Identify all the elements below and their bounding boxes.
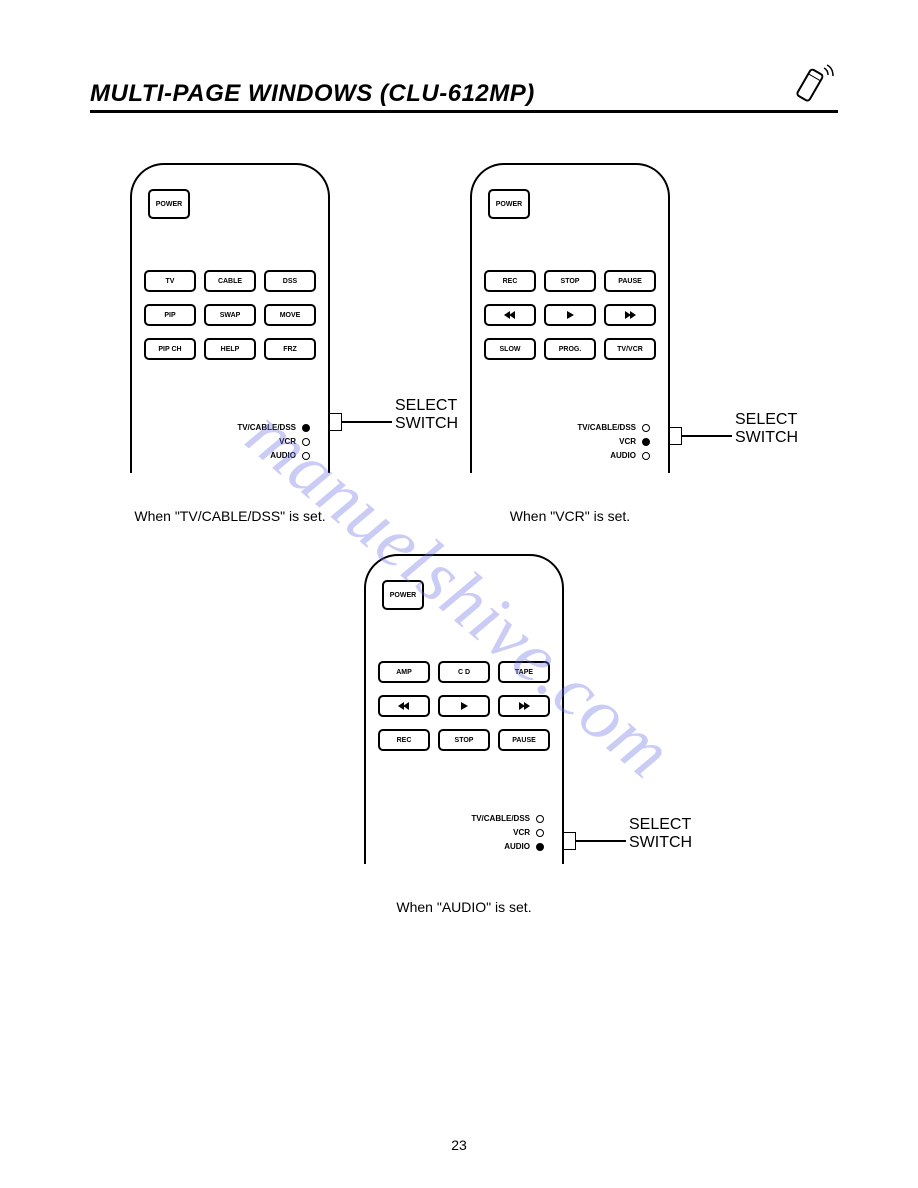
switch-label: VCR xyxy=(619,435,636,449)
dot-icon xyxy=(536,815,544,823)
callout-line xyxy=(576,840,626,842)
dot-icon xyxy=(536,843,544,851)
btn-cd: C D xyxy=(438,661,490,683)
dot-icon xyxy=(536,829,544,837)
page-title: MULTI-PAGE WINDOWS (CLU-612MP) xyxy=(90,80,535,108)
button-grid: REC STOP PAUSE SLOW PROG. TV/VCR xyxy=(484,270,656,360)
dot-icon xyxy=(302,452,310,460)
power-button: POWER xyxy=(148,189,190,219)
switch-label: TV/CABLE/DSS xyxy=(471,812,530,826)
remote-outline: POWER REC STOP PAUSE SLOW PROG. TV/VCR T… xyxy=(470,163,670,473)
btn-swap: SWAP xyxy=(204,304,256,326)
switch-label: AUDIO xyxy=(610,449,636,463)
btn-rec: REC xyxy=(378,729,430,751)
btn-ff xyxy=(498,695,550,717)
remote-caption: When "VCR" is set. xyxy=(510,508,630,524)
remote-row-2: POWER AMP C D TAPE REC STOP PAUSE TV/CAB… xyxy=(90,554,838,915)
btn-amp: AMP xyxy=(378,661,430,683)
btn-prog: PROG. xyxy=(544,338,596,360)
callout-label: SELECT SWITCH xyxy=(395,397,458,433)
dot-icon xyxy=(642,452,650,460)
switch-indicator: TV/CABLE/DSS VCR AUDIO xyxy=(471,812,544,854)
switch-label: AUDIO xyxy=(270,449,296,463)
switch-bracket xyxy=(670,427,682,445)
remote-block-vcr: POWER REC STOP PAUSE SLOW PROG. TV/VCR T… xyxy=(470,163,670,524)
btn-cable: CABLE xyxy=(204,270,256,292)
btn-tape: TAPE xyxy=(498,661,550,683)
btn-pipch: PIP CH xyxy=(144,338,196,360)
remote-outline: POWER TV CABLE DSS PIP SWAP MOVE PIP CH … xyxy=(130,163,330,473)
page-number: 23 xyxy=(0,1137,918,1153)
callout-label: SELECT SWITCH xyxy=(629,816,692,852)
dot-icon xyxy=(302,424,310,432)
switch-indicator: TV/CABLE/DSS VCR AUDIO xyxy=(577,421,650,463)
btn-pip: PIP xyxy=(144,304,196,326)
callout-line xyxy=(342,421,392,423)
btn-stop: STOP xyxy=(544,270,596,292)
callout-line xyxy=(682,435,732,437)
btn-help: HELP xyxy=(204,338,256,360)
btn-ff xyxy=(604,304,656,326)
remote-caption: When "TV/CABLE/DSS" is set. xyxy=(134,508,325,524)
remote-outline: POWER AMP C D TAPE REC STOP PAUSE TV/CAB… xyxy=(364,554,564,864)
switch-indicator: TV/CABLE/DSS VCR AUDIO xyxy=(237,421,310,463)
switch-label: VCR xyxy=(513,826,530,840)
btn-rewind xyxy=(484,304,536,326)
btn-rec: REC xyxy=(484,270,536,292)
btn-pause: PAUSE xyxy=(604,270,656,292)
btn-frz: FRZ xyxy=(264,338,316,360)
switch-bracket xyxy=(330,413,342,431)
dot-icon xyxy=(302,438,310,446)
power-button: POWER xyxy=(382,580,424,610)
btn-pause: PAUSE xyxy=(498,729,550,751)
button-grid: TV CABLE DSS PIP SWAP MOVE PIP CH HELP F… xyxy=(144,270,316,360)
switch-label: TV/CABLE/DSS xyxy=(237,421,296,435)
manual-page: MULTI-PAGE WINDOWS (CLU-612MP) POWER TV … xyxy=(0,0,918,1188)
remote-block-audio: POWER AMP C D TAPE REC STOP PAUSE TV/CAB… xyxy=(364,554,564,915)
remote-block-tv: POWER TV CABLE DSS PIP SWAP MOVE PIP CH … xyxy=(130,163,330,524)
switch-label: TV/CABLE/DSS xyxy=(577,421,636,435)
btn-tv: TV xyxy=(144,270,196,292)
btn-play xyxy=(544,304,596,326)
btn-slow: SLOW xyxy=(484,338,536,360)
btn-play xyxy=(438,695,490,717)
switch-label: AUDIO xyxy=(504,840,530,854)
dot-icon xyxy=(642,438,650,446)
btn-dss: DSS xyxy=(264,270,316,292)
remote-icon xyxy=(790,60,838,108)
remote-caption: When "AUDIO" is set. xyxy=(396,899,531,915)
remote-row-1: POWER TV CABLE DSS PIP SWAP MOVE PIP CH … xyxy=(130,163,838,524)
callout-label: SELECT SWITCH xyxy=(735,411,798,447)
page-header: MULTI-PAGE WINDOWS (CLU-612MP) xyxy=(90,60,838,113)
switch-bracket xyxy=(564,832,576,850)
btn-tvvcr: TV/VCR xyxy=(604,338,656,360)
button-grid: AMP C D TAPE REC STOP PAUSE xyxy=(378,661,550,751)
btn-stop: STOP xyxy=(438,729,490,751)
btn-rewind xyxy=(378,695,430,717)
switch-label: VCR xyxy=(279,435,296,449)
power-button: POWER xyxy=(488,189,530,219)
btn-move: MOVE xyxy=(264,304,316,326)
dot-icon xyxy=(642,424,650,432)
